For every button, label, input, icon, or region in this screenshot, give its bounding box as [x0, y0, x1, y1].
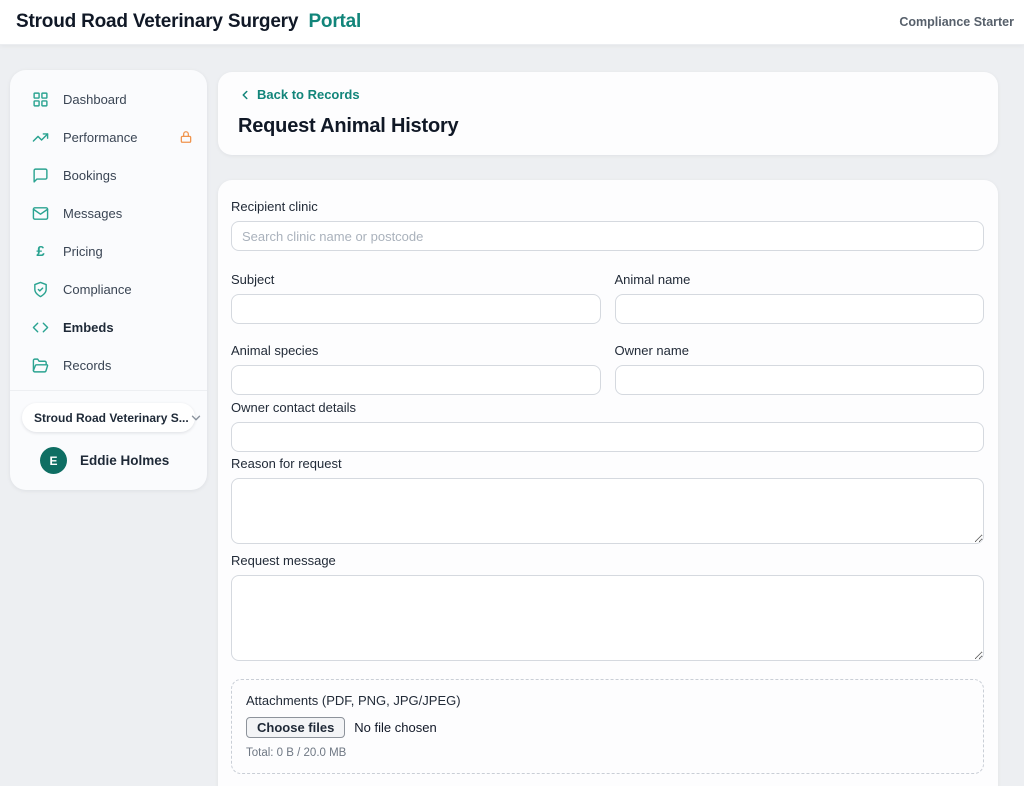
request-form-card: Recipient clinic Subject Animal name Ani… [218, 180, 998, 786]
brand-suffix-label: Portal [308, 11, 362, 32]
chat-bubble-icon [32, 167, 49, 184]
animal-species-label: Animal species [231, 343, 319, 358]
code-icon [32, 319, 49, 336]
clinic-selector[interactable]: Stroud Road Veterinary S... [22, 403, 200, 432]
brand-name: Stroud Road Veterinary Surgery [16, 11, 299, 32]
sidebar-item-label: Embeds [63, 319, 114, 335]
sidebar-item-label: Bookings [63, 167, 117, 183]
field-owner-name: Owner name [614, 343, 984, 395]
subject-input[interactable] [231, 294, 601, 324]
recipient-clinic-input[interactable] [231, 221, 984, 251]
attachments-label: Attachments (PDF, PNG, JPG/JPEG) [246, 693, 461, 708]
brand-title: Stroud Road Veterinary Surgery Portal [16, 11, 361, 33]
choose-files-button[interactable]: Choose files [246, 717, 346, 738]
sidebar-item-performance[interactable]: Performance [10, 118, 207, 156]
sidebar-item-messages[interactable]: Messages [10, 194, 207, 232]
sidebar-divider [10, 390, 207, 391]
sidebar-item-compliance[interactable]: Compliance [10, 270, 207, 308]
animal-name-input[interactable] [614, 294, 984, 324]
attachments-total: Total: 0 B / 20.0 MB [246, 747, 347, 759]
mail-icon [32, 205, 49, 222]
lock-icon [179, 130, 193, 144]
file-input-row: Choose files No file chosen [246, 717, 969, 738]
avatar: E [40, 447, 67, 474]
shield-check-icon [32, 281, 49, 298]
field-recipient-clinic: Recipient clinic [231, 199, 984, 251]
app-header: Stroud Road Veterinary Surgery Portal Co… [0, 0, 1024, 45]
request-message-label: Request message [231, 553, 336, 568]
trending-up-icon [32, 129, 49, 146]
folder-open-icon [32, 357, 49, 374]
sidebar-item-label: Performance [63, 129, 138, 145]
plan-badge: Compliance Starter [899, 15, 1014, 29]
sidebar-item-label: Records [63, 357, 112, 373]
owner-contact-input[interactable] [231, 422, 984, 452]
chevron-left-icon [238, 88, 252, 102]
sidebar-item-label: Pricing [63, 243, 103, 259]
field-reason: Reason for request [231, 456, 984, 544]
back-to-records-link[interactable]: Back to Records [238, 87, 360, 102]
user-name: Eddie Holmes [80, 453, 170, 468]
sidebar-item-dashboard[interactable]: Dashboard [10, 80, 207, 118]
field-animal-species: Animal species [231, 343, 601, 395]
page-header-card: Back to Records Request Animal History [218, 72, 998, 155]
pound-icon: £ [36, 242, 45, 260]
page-title: Request Animal History [238, 114, 459, 137]
user-profile[interactable]: E Eddie Holmes [10, 432, 207, 476]
request-message-textarea[interactable] [231, 575, 984, 661]
sidebar-item-label: Messages [63, 205, 123, 221]
field-animal-name: Animal name [614, 272, 984, 324]
recipient-clinic-label: Recipient clinic [231, 199, 318, 214]
animal-name-label: Animal name [614, 272, 691, 287]
reason-textarea[interactable] [231, 478, 984, 544]
sidebar-item-records[interactable]: Records [10, 346, 207, 384]
clinic-selector-value: Stroud Road Veterinary S... [34, 410, 189, 425]
chevron-down-icon [189, 411, 203, 425]
field-request-message: Request message [231, 553, 984, 661]
owner-contact-label: Owner contact details [231, 400, 357, 415]
animal-species-input[interactable] [231, 365, 601, 395]
owner-name-label: Owner name [614, 343, 689, 358]
sidebar-item-bookings[interactable]: Bookings [10, 156, 207, 194]
field-subject: Subject [231, 272, 601, 324]
attachments-dropzone: Attachments (PDF, PNG, JPG/JPEG) Choose … [231, 679, 984, 774]
sidebar-item-label: Dashboard [63, 91, 127, 107]
field-owner-contact: Owner contact details [231, 400, 984, 452]
sidebar-item-embeds[interactable]: Embeds [10, 308, 207, 346]
sidebar-item-pricing[interactable]: £ Pricing [10, 232, 207, 270]
sidebar-item-label: Compliance [63, 281, 132, 297]
back-link-label: Back to Records [257, 87, 360, 102]
sidebar: Dashboard Performance Bookings Messages … [10, 70, 207, 490]
subject-label: Subject [231, 272, 275, 287]
reason-label: Reason for request [231, 456, 342, 471]
owner-name-input[interactable] [614, 365, 984, 395]
file-chosen-status: No file chosen [354, 720, 437, 735]
dashboard-grid-icon [32, 91, 49, 108]
